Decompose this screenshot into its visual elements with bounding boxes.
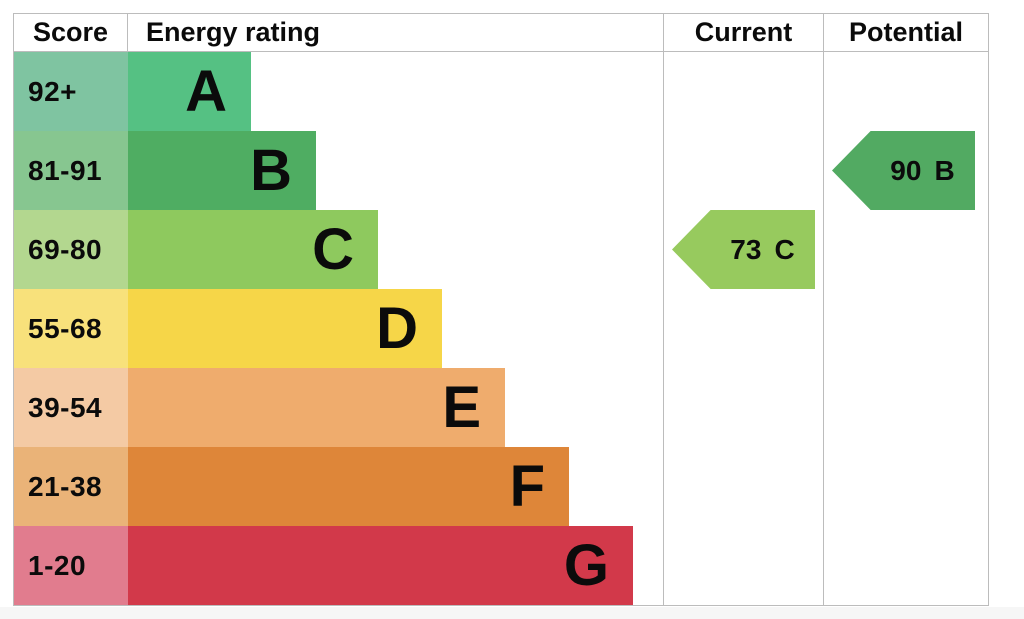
energy-rating-column-header: Energy rating — [128, 14, 664, 51]
score-range-c: 69-80 — [14, 210, 128, 289]
potential-cell-b: 90 B — [824, 131, 988, 210]
current-cell-f — [664, 447, 824, 526]
rating-row-f: 21-38 F — [14, 447, 988, 526]
energy-cell-e: E — [128, 368, 664, 447]
chart-header-row: Score Energy rating Current Potential — [14, 14, 988, 52]
grade-letter-e: E — [442, 374, 481, 440]
rating-row-d: 55-68 D — [14, 289, 988, 368]
potential-cell-f — [824, 447, 988, 526]
score-column-header: Score — [14, 14, 128, 51]
current-cell-g — [664, 526, 824, 605]
current-cell-c: 73 C — [664, 210, 824, 289]
energy-cell-f: F — [128, 447, 664, 526]
rating-bar-c: C — [128, 210, 378, 289]
potential-rating-arrow: 90 B — [832, 131, 975, 210]
potential-cell-e — [824, 368, 988, 447]
score-range-g: 1-20 — [14, 526, 128, 605]
epc-rating-chart: Score Energy rating Current Potential 92… — [13, 13, 989, 606]
current-column-header: Current — [664, 14, 824, 51]
rating-bar-e: E — [128, 368, 505, 447]
score-range-b: 81-91 — [14, 131, 128, 210]
rating-row-c: 69-80 C 73 C — [14, 210, 988, 289]
grade-letter-f: F — [509, 453, 545, 519]
energy-cell-g: G — [128, 526, 664, 605]
current-grade-letter: C — [774, 233, 795, 265]
current-cell-d — [664, 289, 824, 368]
current-cell-a — [664, 52, 824, 131]
energy-cell-c: C — [128, 210, 664, 289]
grade-letter-c: C — [312, 216, 354, 282]
rating-rows: 92+ A 81-91 B 90 B 69-80 C 73 C 55-68 — [14, 52, 988, 605]
score-range-a: 92+ — [14, 52, 128, 131]
score-range-d: 55-68 — [14, 289, 128, 368]
grade-letter-a: A — [185, 58, 227, 124]
energy-cell-d: D — [128, 289, 664, 368]
rating-row-a: 92+ A — [14, 52, 988, 131]
current-cell-e — [664, 368, 824, 447]
rating-bar-f: F — [128, 447, 569, 526]
grade-letter-d: D — [376, 295, 418, 361]
potential-grade-letter: B — [934, 154, 955, 186]
rating-bar-b: B — [128, 131, 316, 210]
score-range-f: 21-38 — [14, 447, 128, 526]
page-bottom-edge — [0, 607, 1024, 619]
rating-bar-g: G — [128, 526, 633, 605]
grade-letter-g: G — [563, 532, 609, 598]
energy-cell-a: A — [128, 52, 664, 131]
rating-row-b: 81-91 B 90 B — [14, 131, 988, 210]
current-rating-arrow: 73 C — [672, 210, 815, 289]
rating-bar-d: D — [128, 289, 442, 368]
potential-cell-c — [824, 210, 988, 289]
energy-cell-b: B — [128, 131, 664, 210]
potential-score-value: 90 — [890, 154, 922, 186]
potential-column-header: Potential — [848, 17, 963, 47]
rating-row-e: 39-54 E — [14, 368, 988, 447]
current-cell-b — [664, 131, 824, 210]
potential-cell-a — [824, 52, 988, 131]
potential-cell-g — [824, 526, 988, 605]
score-range-e: 39-54 — [14, 368, 128, 447]
rating-row-g: 1-20 G — [14, 526, 988, 605]
rating-bar-a: A — [128, 52, 251, 131]
potential-cell-d — [824, 289, 988, 368]
grade-letter-b: B — [250, 137, 292, 203]
current-score-value: 73 — [730, 233, 762, 265]
